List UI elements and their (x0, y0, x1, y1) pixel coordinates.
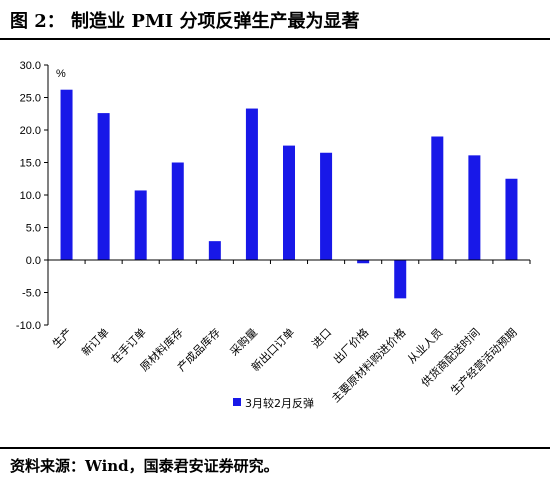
category-label: 生产 (49, 325, 74, 350)
bar (208, 241, 221, 260)
category-label: 采购量 (227, 325, 260, 358)
y-tick-label: 20.0 (20, 125, 41, 137)
title-area: 图 2： 制造业 PMI 分项反弹生产最为显著 (0, 0, 550, 38)
bar (60, 89, 73, 260)
bar (283, 145, 295, 260)
y-tick-label: 5.0 (26, 223, 41, 235)
legend-label: 3月较2月反弹 (245, 396, 314, 410)
y-tick-label: -10.0 (16, 320, 41, 332)
bar (320, 152, 333, 260)
bar (134, 190, 147, 260)
bar (394, 260, 407, 299)
unit-label: % (56, 68, 66, 80)
y-axis: 30.0 25.0 20.0 15.0 10.0 5.0 0.0 -5.0 -10.0 (16, 60, 49, 332)
category-label: 进口 (309, 326, 334, 351)
source-note: 资料来源：Wind，国泰君安证券研究。 (10, 457, 279, 475)
bars (60, 89, 518, 299)
bar (431, 136, 444, 260)
bottom-rule (0, 447, 550, 449)
bar (357, 260, 370, 264)
y-tick-label: 0.0 (26, 255, 41, 267)
category-label: 新订单 (79, 325, 112, 358)
bar (171, 162, 184, 260)
bar-chart: 30.0 25.0 20.0 15.0 10.0 5.0 0.0 -5.0 -10.0 生产 新订… (16, 60, 531, 410)
bar (97, 113, 110, 260)
legend: 3月较2月反弹 (233, 396, 314, 410)
chart-title: 图 2： 制造业 PMI 分项反弹生产最为显著 (10, 11, 360, 32)
x-axis (47, 259, 531, 264)
top-rule (0, 38, 550, 40)
y-tick-label: 15.0 (20, 158, 41, 170)
y-tick-label: 30.0 (20, 60, 41, 72)
y-tick-label: 10.0 (20, 190, 41, 202)
y-tick-label: -5.0 (22, 288, 41, 300)
y-tick-label: 25.0 (20, 93, 41, 105)
bar (245, 108, 258, 260)
legend-swatch (233, 398, 241, 406)
category-label: 生产经营活动预期 (447, 325, 519, 397)
bar (505, 178, 518, 260)
bar (468, 155, 481, 260)
